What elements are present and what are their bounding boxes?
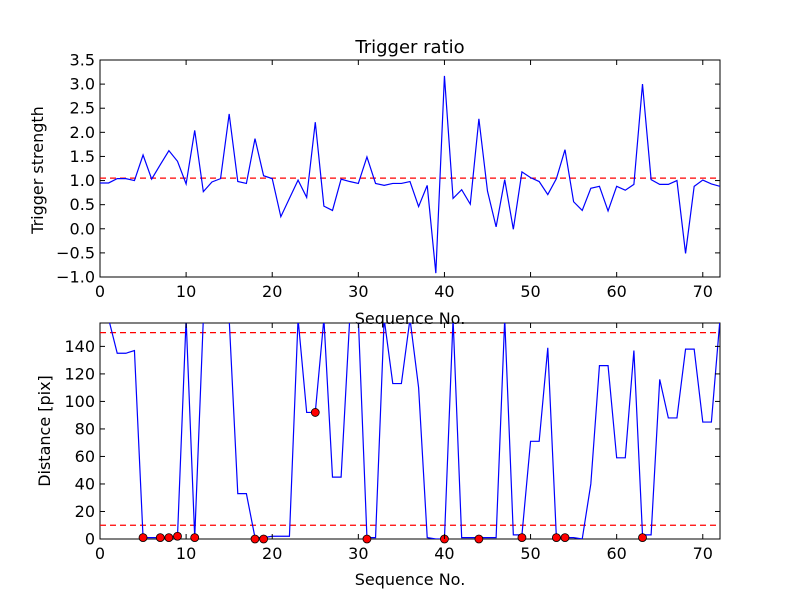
subplot-distance: Sequence No. Distance [pix] 0 10 20 30 40 50 6… — [35, 322, 721, 589]
x-tick-label: 10 — [176, 544, 196, 563]
x-axis-label: Sequence No. — [355, 570, 466, 589]
y-tick-label: 0 — [85, 530, 95, 549]
y-tick-label: 40 — [75, 474, 95, 493]
y-tick-label: 100 — [64, 392, 95, 411]
data-point-marker — [155, 533, 165, 543]
x-tick-label: 50 — [520, 544, 540, 563]
y-tick-label: 80 — [75, 419, 95, 438]
y-tick-label: 1.5 — [70, 147, 95, 166]
x-tick-label: 70 — [693, 544, 713, 563]
axes-frame — [99, 59, 721, 278]
y-tick-label: 0.5 — [70, 195, 95, 214]
y-tick-label: 2.0 — [70, 123, 95, 142]
data-point-marker — [474, 534, 484, 544]
x-tick-label: 30 — [348, 282, 368, 301]
subplot-trigger-ratio: Trigger ratio Sequence No. Trigger stren… — [28, 37, 721, 328]
x-tick-label: 20 — [262, 544, 282, 563]
x-tick-label: 0 — [95, 282, 105, 301]
series-line — [100, 75, 720, 274]
x-tick-label: 0 — [95, 544, 105, 563]
data-point-marker — [362, 534, 372, 544]
data-point-marker — [560, 533, 570, 543]
data-point-marker — [250, 534, 260, 544]
data-point-marker — [638, 533, 647, 543]
x-tick-label: 60 — [606, 282, 626, 301]
chart-title: Trigger ratio — [354, 37, 464, 58]
y-tick-label: 1.0 — [70, 171, 95, 190]
y-tick-label: 60 — [75, 447, 95, 466]
data-point-marker — [190, 533, 200, 543]
y-tick-label: 0.0 — [70, 219, 95, 238]
data-point-marker — [138, 533, 148, 543]
x-tick-label: 10 — [176, 282, 196, 301]
y-tick-label: 20 — [75, 502, 95, 521]
x-tick-label: 30 — [348, 544, 368, 563]
x-tick-label: 60 — [606, 544, 626, 563]
data-point-marker — [310, 408, 320, 417]
y-axis-label: Trigger strength — [28, 106, 47, 235]
data-point-marker — [517, 533, 527, 543]
y-tick-label: 2.5 — [70, 99, 95, 118]
data-point-marker — [164, 533, 174, 543]
y-tick-label: 120 — [64, 364, 95, 383]
y-tick-label: −0.5 — [56, 243, 95, 262]
y-tick-label: 3.0 — [70, 75, 95, 94]
y-tick-label: −1.0 — [56, 268, 95, 287]
y-tick-label: 140 — [64, 337, 95, 356]
data-point-marker — [551, 533, 561, 543]
data-point-marker — [173, 531, 182, 541]
x-tick-label: 40 — [434, 282, 454, 301]
x-axis-label: Sequence No. — [355, 309, 466, 328]
data-point-marker — [259, 534, 269, 544]
y-tick-label: 3.5 — [70, 51, 95, 70]
x-tick-label: 20 — [262, 282, 282, 301]
x-tick-label: 70 — [693, 282, 713, 301]
x-tick-label: 50 — [520, 282, 540, 301]
y-axis-label: Distance [pix] — [35, 375, 54, 487]
x-tick-label: 40 — [434, 544, 454, 563]
series-line — [109, 323, 720, 539]
